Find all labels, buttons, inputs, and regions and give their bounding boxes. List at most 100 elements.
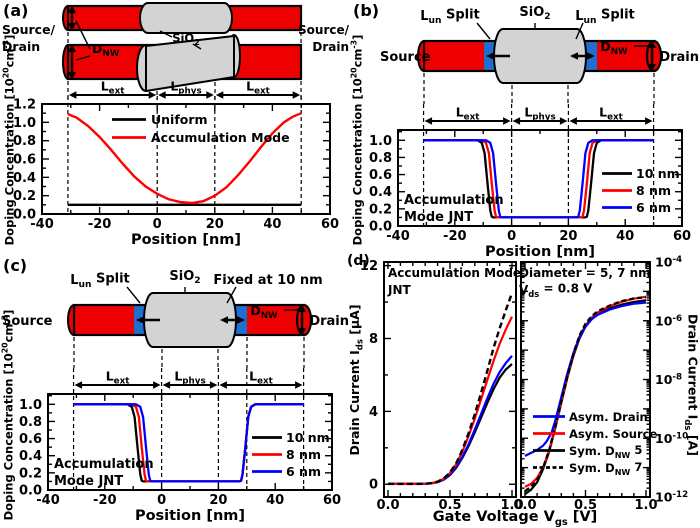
series-Asym. Drain <box>388 355 513 485</box>
legend-label: Sym. DNW​ 7 <box>569 460 642 477</box>
guide-dashed-lines <box>73 337 305 368</box>
legend-label: Uniform <box>151 112 208 127</box>
series-Sym. D_NW 7 <box>388 292 514 486</box>
chart-idvg-linear: 0.0 0.5 1.0 0 4 8 12 Accumulation Mode JNT <box>360 259 524 513</box>
y-axis-label-d-right: Drain Current Ids [A] <box>681 314 700 456</box>
y-tick-label: 10-6​ <box>655 313 682 328</box>
annotation: Accumulation Mode <box>388 266 521 280</box>
dnw-arrow <box>648 40 656 72</box>
x-tick-label: 0.5 <box>574 498 597 513</box>
x-tick-label: 60 <box>673 229 691 244</box>
legend-label: Sym. DNW​ 5 <box>569 443 642 460</box>
underlap-arrow-left <box>486 52 510 60</box>
y-tick-label: 1.0 <box>19 398 42 413</box>
y-axis-label-d-left: Drain Current Ids [µA] <box>346 304 366 456</box>
y-tick-label: 4 <box>369 405 378 420</box>
panel-tag-c: (c) <box>3 256 28 275</box>
x-axis-label: Position [nm] <box>131 232 241 248</box>
dim-arrow-label: Lext​ <box>101 79 125 97</box>
y-tick-label: 0.8 <box>13 134 36 149</box>
drain-label: Drain <box>659 50 699 65</box>
x-tick-label: -20 <box>93 493 117 508</box>
x-tick-label: 60 <box>321 217 339 232</box>
y-axis-label-c: Doping Concentration [1020cm-3] <box>0 309 16 521</box>
legend-label: 8 nm <box>636 183 671 198</box>
y-tick-label: 0 <box>369 478 378 493</box>
y-tick-label: 0.6 <box>13 153 36 168</box>
legend-label: 8 nm <box>286 447 321 462</box>
x-tick-label: 0 <box>153 217 162 232</box>
annotation: Diameter = 5, 7 nm <box>519 266 651 280</box>
annotation: Accumulation <box>54 457 154 472</box>
schematic-b: Lun​ Split SiO2​ Lun​ Split DNW​ Source … <box>380 5 699 104</box>
annotation: Mode JNT <box>54 474 123 489</box>
x-tick-label: 0 <box>157 493 166 508</box>
dnw-arrow-bottom <box>68 44 76 80</box>
y-tick-label: 0.2 <box>369 202 392 217</box>
legend-label: Asym. Drain <box>569 410 648 424</box>
x-tick-label: -40 <box>30 217 54 232</box>
arrowhead <box>559 117 568 125</box>
source-drain-right-line1: Source/ <box>298 23 350 37</box>
series-6 nm <box>73 403 304 483</box>
arrowhead <box>295 381 303 389</box>
x-tick-label: -20 <box>88 217 112 232</box>
y-tick-label: 0.8 <box>19 415 42 430</box>
series-Accumulation Mode <box>67 112 302 205</box>
sio2-label: SiO2​ <box>172 31 200 47</box>
y-tick-label: 0.2 <box>19 466 42 481</box>
lun-split-left-label: Lun​ Split <box>70 272 130 291</box>
underlap-arrow-right <box>220 316 245 324</box>
legend-label: Asym. Source <box>569 427 657 441</box>
schematic-a: DNW​ SiO2​ Source/ Drain Source/ Drain <box>2 2 350 100</box>
arrowhead <box>215 91 224 99</box>
arrowhead <box>503 117 511 125</box>
arrowhead <box>162 381 171 389</box>
x-tick-label: 40 <box>616 229 634 244</box>
x-tick-label: 0 <box>507 229 516 244</box>
arrowhead <box>206 91 214 99</box>
source-label: Source <box>380 50 431 65</box>
arrowhead <box>512 117 521 125</box>
dim-arrow-label: Lphys​ <box>524 105 555 123</box>
x-tick-label: 0.5 <box>438 498 461 513</box>
x-tick-label: -40 <box>36 493 60 508</box>
dim-arrow-label: Lphys​ <box>174 369 205 387</box>
panel-tag-a: (a) <box>3 1 29 20</box>
legend-label: 10 nm <box>286 430 330 445</box>
arrowhead <box>219 381 227 389</box>
dnw-arrow-top <box>68 5 76 31</box>
top-gate-sio2 <box>139 2 233 34</box>
pointer-lines <box>476 22 649 47</box>
arrowhead <box>292 91 301 99</box>
annotation: Mode JNT <box>404 210 473 225</box>
chart-idvg-log: 0.00.51.010-12​10-10​10-8​10-6​10-4​Asym… <box>513 255 688 514</box>
dim-arrow-label: Lext​ <box>599 105 623 123</box>
arrowhead <box>148 91 157 99</box>
guide-dashed-lines <box>423 73 655 104</box>
sio2-label: SiO2​ <box>519 5 550 22</box>
chart-doping-b: Lext​ Lphys​ Lext​ -40 -20 0 20 40 60 0.0 0.2 0.4 0.… <box>369 104 691 260</box>
x-tick-label: 20 <box>206 217 224 232</box>
bottom-gate-sio2 <box>136 34 241 93</box>
sio2-label: SiO2​ <box>169 269 200 286</box>
legend-label: 6 nm <box>636 200 671 215</box>
fixed-at-10nm-label: Fixed at 10 nm <box>213 273 322 288</box>
source-label: Source <box>2 314 53 329</box>
series-Sym. D_NW 7 <box>524 296 647 493</box>
x-axis-label-d: Gate Voltage Vgs [V] <box>432 509 598 528</box>
arrowhead <box>209 381 218 389</box>
x-axis-label: Position [nm] <box>485 244 595 260</box>
x-tick-label: -40 <box>386 229 410 244</box>
x-tick-label: -20 <box>443 229 467 244</box>
dim-arrow-label: Lext​ <box>106 369 130 387</box>
lun-split-left-label: Lun​ Split <box>420 8 480 27</box>
x-tick-label: 1.0 <box>634 498 657 513</box>
y-tick-label: 8 <box>369 332 378 347</box>
y-tick-label: 0.0 <box>369 220 392 235</box>
series-Asym. Source <box>388 316 513 485</box>
dim-arrow-label: Lext​ <box>249 369 273 387</box>
arrowhead <box>158 91 166 99</box>
x-tick-label: 20 <box>559 229 577 244</box>
pointer-lines <box>75 20 202 61</box>
